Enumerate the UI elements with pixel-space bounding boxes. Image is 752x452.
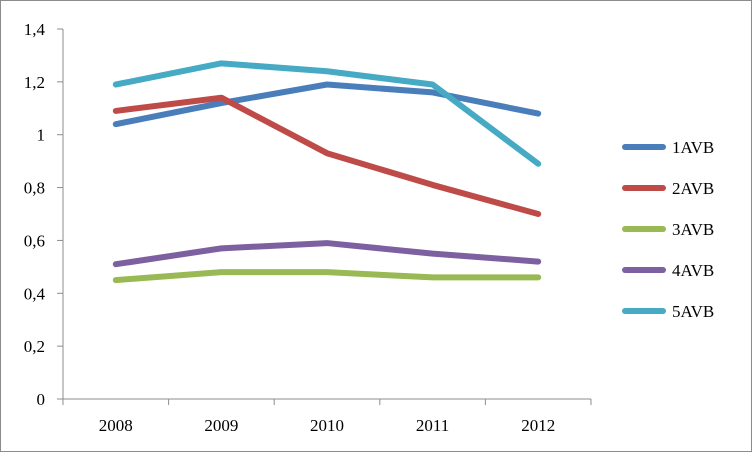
series-line-2avb bbox=[112, 94, 542, 217]
series-line-3avb bbox=[112, 269, 542, 284]
legend-label: 2AVB bbox=[672, 179, 714, 198]
x-tick-label: 2010 bbox=[310, 416, 344, 435]
y-tick-label: 0,8 bbox=[24, 179, 45, 198]
series-lines bbox=[112, 60, 542, 284]
y-tick-label: 1,2 bbox=[24, 73, 45, 92]
legend-label: 3AVB bbox=[672, 220, 714, 239]
legend-label: 4AVB bbox=[672, 261, 714, 280]
series-line-1avb bbox=[112, 81, 542, 128]
x-tick-label: 2012 bbox=[521, 416, 555, 435]
legend-label: 1AVB bbox=[672, 138, 714, 157]
y-axis-tick-labels: 0 0,2 0,4 0,6 0,8 1 1,2 1,4 bbox=[24, 20, 46, 409]
series-line-4avb bbox=[112, 240, 542, 268]
x-tick-label: 2008 bbox=[99, 416, 133, 435]
y-tick-label: 1,4 bbox=[24, 20, 46, 39]
y-tick-label: 0,6 bbox=[24, 231, 45, 250]
y-tick-label: 1 bbox=[37, 126, 46, 145]
x-axis-tick-labels: 2008 2009 2010 2011 2012 bbox=[99, 416, 555, 435]
axes bbox=[57, 28, 592, 405]
y-tick-label: 0 bbox=[37, 390, 46, 409]
series-line-5avb bbox=[112, 60, 542, 167]
y-tick-label: 0,4 bbox=[24, 284, 46, 303]
legend: 1AVB 2AVB 3AVB 4AVB 5AVB bbox=[622, 138, 714, 321]
y-tick-label: 0,2 bbox=[24, 337, 45, 356]
x-tick-label: 2011 bbox=[416, 416, 449, 435]
x-tick-label: 2009 bbox=[204, 416, 238, 435]
legend-label: 5AVB bbox=[672, 302, 714, 321]
